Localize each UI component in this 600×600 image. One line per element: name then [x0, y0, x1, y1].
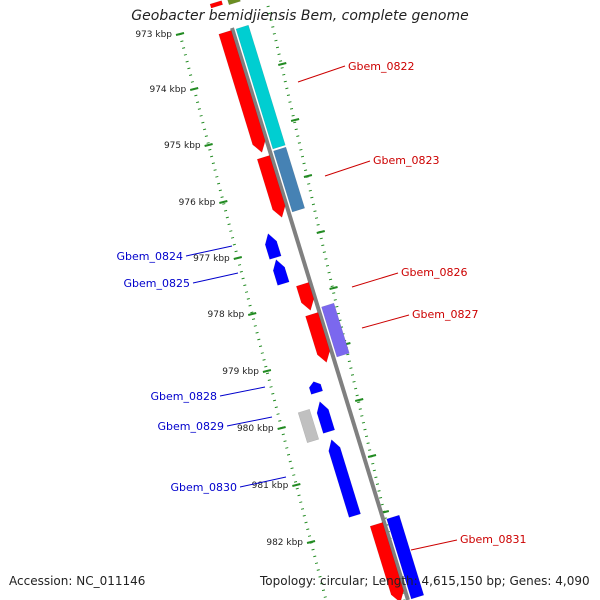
gene-leader-line: [219, 386, 266, 397]
gene-block: [328, 439, 361, 518]
scale-label: 981 kbp: [252, 481, 289, 491]
gene-label[interactable]: Gbem_0824: [117, 250, 183, 263]
gene-block: [256, 155, 286, 218]
gene-block: [295, 282, 315, 311]
gene-leader-line: [351, 272, 399, 288]
gene-label[interactable]: Gbem_0830: [171, 481, 237, 494]
map-title: Geobacter bemidjiensis Bem, complete gen…: [131, 8, 469, 24]
scale-label: 974 kbp: [149, 85, 186, 95]
outer-tick-ring: [266, 5, 406, 600]
major-tick: [367, 454, 377, 458]
gene-block-top: [209, 0, 224, 9]
gene-block: [235, 24, 286, 150]
gene-leader-line: [361, 314, 410, 329]
major-tick: [354, 398, 364, 402]
accession-label: Accession: NC_011146: [9, 574, 146, 588]
major-tick: [189, 87, 199, 91]
gene-block: [386, 514, 425, 600]
scale-ticks: [175, 5, 406, 600]
gene-block: [264, 233, 282, 260]
gene-block: [316, 401, 336, 434]
major-tick: [292, 483, 301, 487]
scale-label: 973 kbp: [135, 30, 172, 40]
genome-info-label: Topology: circular; Length: 4,615,150 bp…: [260, 574, 590, 588]
major-tick: [316, 230, 325, 234]
major-tick: [175, 32, 185, 36]
gene-label[interactable]: Gbem_0823: [373, 154, 439, 167]
scale-label: 982 kbp: [266, 538, 303, 548]
major-tick: [278, 62, 287, 66]
gene-label[interactable]: Gbem_0822: [348, 60, 414, 73]
major-tick: [247, 312, 257, 316]
gene-leader-line: [192, 272, 239, 284]
gene-features: [209, 0, 425, 600]
scale-label: 975 kbp: [164, 141, 201, 151]
gene-block: [272, 259, 290, 286]
gene-leader-line: [226, 416, 273, 427]
gene-label[interactable]: Gbem_0829: [158, 420, 224, 433]
scale-label: 979 kbp: [222, 367, 259, 377]
scale-label: 978 kbp: [208, 310, 245, 320]
gene-label[interactable]: Gbem_0828: [151, 390, 217, 403]
major-tick: [303, 174, 313, 178]
gene-label[interactable]: Gbem_0826: [401, 266, 467, 279]
gene-leader-line: [410, 539, 458, 551]
gene-labels[interactable]: Gbem_0822 Gbem_0823 Gbem_0824 Gbem_0825 Gbem…: [117, 60, 527, 551]
major-tick: [219, 200, 228, 204]
major-tick: [204, 143, 213, 147]
gene-block: [305, 312, 331, 363]
major-tick: [329, 286, 338, 290]
gene-block: [308, 381, 324, 395]
gene-leader-line: [185, 245, 233, 257]
genome-backbone: [230, 27, 410, 600]
gene-block: [218, 30, 266, 153]
scale-labels: 973 kbp 974 kbp 975 kbp 976 kbp 977 kbp 978 k…: [135, 30, 303, 548]
gene-label[interactable]: Gbem_0827: [412, 308, 478, 321]
major-tick: [262, 369, 272, 373]
scale-label: 980 kbp: [237, 424, 274, 434]
gene-leader-line: [239, 476, 287, 488]
gene-block: [321, 302, 350, 358]
gene-block-top: [227, 0, 241, 6]
major-tick: [233, 256, 243, 260]
major-tick: [290, 118, 300, 122]
major-tick: [306, 540, 316, 544]
gene-label[interactable]: Gbem_0825: [124, 277, 190, 290]
gene-block: [273, 146, 306, 213]
gene-block: [369, 522, 404, 600]
major-tick: [277, 426, 286, 430]
gene-block: [297, 408, 320, 444]
scale-label: 976 kbp: [179, 198, 216, 208]
gene-label[interactable]: Gbem_0831: [460, 533, 526, 546]
gene-leader-line: [297, 65, 346, 83]
scale-label: 977 kbp: [193, 254, 230, 264]
gene-leader-line: [324, 160, 371, 177]
